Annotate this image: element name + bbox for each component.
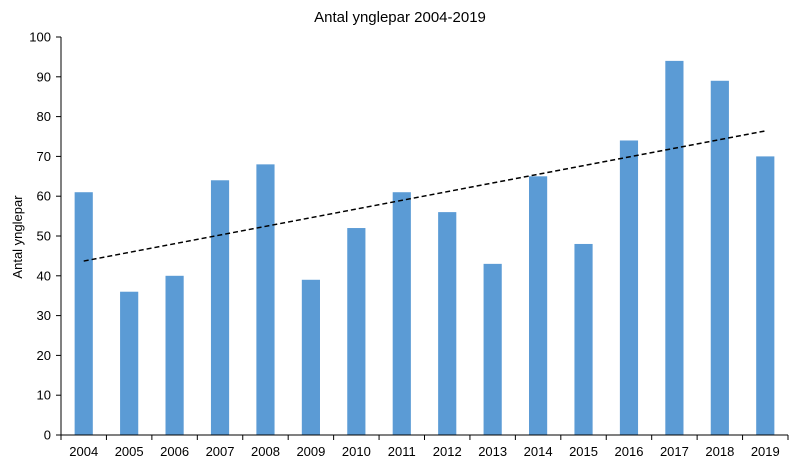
x-tick-label: 2011 (388, 444, 416, 459)
trendline (83, 130, 766, 262)
y-tick-label: 70 (37, 149, 51, 164)
bar-2008 (256, 164, 275, 436)
x-axis-ticks: 2004 2005 2006 2007 2008 2009 2010 2011 2012 2013… (60, 435, 789, 459)
x-tick-label: 2004 (69, 444, 98, 459)
y-tick-label: 60 (37, 189, 51, 204)
x-tick-label: 2016 (615, 444, 644, 459)
y-tick-label: 30 (37, 308, 51, 323)
y-tick-label: 80 (37, 109, 51, 124)
x-tick-label: 2010 (342, 444, 371, 459)
x-tick-label: 2009 (296, 444, 325, 459)
x-tick-label: 2014 (524, 444, 553, 459)
y-tick-label: 20 (37, 348, 51, 363)
x-tick-label: 2017 (660, 444, 689, 459)
bar-2016 (619, 140, 639, 436)
bar-2017 (665, 60, 684, 435)
x-tick-label: 2007 (206, 444, 235, 459)
bar-2018 (710, 80, 729, 435)
x-tick-label: 2008 (251, 444, 280, 459)
y-tick-label: 0 (44, 428, 51, 443)
y-tick-label: 10 (37, 388, 51, 403)
y-tick-label: 90 (37, 69, 51, 84)
x-tick-label: 2006 (160, 444, 189, 459)
bar-2019 (756, 156, 775, 435)
bar-series (74, 60, 775, 436)
bar-2010 (347, 228, 366, 435)
bar-2006 (165, 275, 184, 435)
y-axis-ticks: 0 10 20 30 40 50 60 70 80 90 100 (29, 30, 61, 443)
bar-2013 (483, 263, 502, 435)
bar-2007 (210, 180, 230, 435)
bar-2009 (301, 279, 320, 435)
bar-2004 (74, 192, 93, 435)
bar-2015 (574, 243, 593, 435)
x-tick-label: 2012 (433, 444, 462, 459)
x-tick-label: 2013 (478, 444, 507, 459)
y-tick-label: 100 (29, 30, 51, 45)
x-tick-label: 2018 (705, 444, 734, 459)
bar-2014 (529, 176, 548, 436)
y-tick-label: 40 (37, 268, 51, 283)
bar-2012 (438, 212, 457, 435)
bar-2011 (392, 192, 411, 435)
x-tick-label: 2015 (569, 444, 598, 459)
bar-2005 (120, 291, 139, 435)
chart-title: Antal ynglepar 2004-2019 (314, 9, 486, 26)
y-axis-title: Antal ynglepar (10, 195, 25, 279)
axes (60, 37, 788, 436)
y-tick-label: 50 (37, 229, 51, 244)
x-tick-label: 2019 (751, 444, 780, 459)
x-tick-label: 2005 (115, 444, 144, 459)
trendline-group (83, 130, 766, 262)
